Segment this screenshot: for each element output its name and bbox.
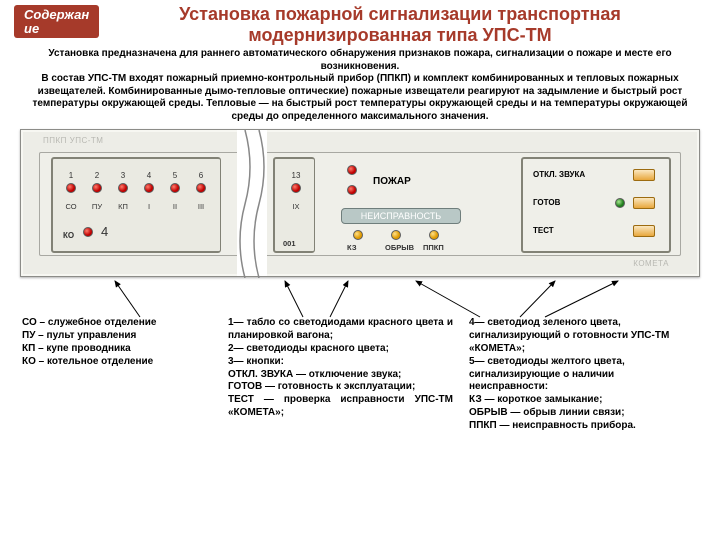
ready-led — [615, 198, 625, 208]
slot-2: 13 IX 001 — [273, 157, 315, 253]
zone-led-II: 5II — [165, 165, 185, 214]
zone-led-III: 6III — [191, 165, 211, 214]
btn-label-2: ТЕСТ — [533, 226, 554, 235]
button-готов[interactable] — [633, 197, 655, 209]
fire-label: ПОЖАР — [373, 176, 411, 187]
zone-led-КП: 3КП — [113, 165, 133, 214]
button-тест[interactable] — [633, 225, 655, 237]
legend-row: ПУ – пульт управления — [22, 330, 212, 343]
legend-col-3: 4— светодиод зеленого цвета, сигнализиру… — [469, 317, 694, 432]
fault-label-ОБРЫВ: ОБРЫВ — [385, 243, 414, 252]
device-panel: ППКП УПС-ТМ 1СО 2ПУ 3КП 4I 5II 6III КО 4 13 I… — [20, 129, 700, 277]
zone-led-I: 4I — [139, 165, 159, 214]
btn-label-1: ГОТОВ — [533, 198, 560, 207]
contents-tab[interactable]: Содержан ие — [14, 5, 99, 38]
zone-led-СО: 1СО — [61, 165, 81, 214]
ko-label: КО — [63, 231, 74, 240]
led-13 — [291, 183, 301, 193]
legend-col-1: СО – служебное отделениеПУ – пульт управ… — [22, 317, 212, 432]
legend-columns: СО – служебное отделениеПУ – пульт управ… — [22, 317, 698, 432]
led-ko — [83, 227, 93, 237]
legend-row: КП – купе проводника — [22, 343, 212, 356]
fault-box: НЕИСПРАВНОСТЬ — [341, 208, 461, 224]
fault-label-КЗ: КЗ — [347, 243, 357, 252]
page-title: Установка пожарной сигнализации транспор… — [110, 4, 690, 45]
slot1-big-num: 4 — [101, 224, 108, 239]
button-block: ОТКЛ. ЗВУКА ГОТОВ ТЕСТ — [521, 157, 671, 253]
button-откл-звука[interactable] — [633, 169, 655, 181]
btn-label-0: ОТКЛ. ЗВУКА — [533, 170, 585, 179]
fault-label-ППКП: ППКП — [423, 243, 444, 252]
slot-1: 1СО 2ПУ 3КП 4I 5II 6III КО 4 — [51, 157, 221, 253]
legend-col-2: 1— табло со светодиодами красного цвета … — [228, 317, 453, 432]
zone-led-ПУ: 2ПУ — [87, 165, 107, 214]
serial: 001 — [283, 239, 296, 248]
brand: КОМЕТА — [633, 259, 669, 268]
slot2-cap: IX — [292, 202, 299, 211]
plate-label: ППКП УПС-ТМ — [43, 136, 103, 145]
callouts — [0, 277, 720, 317]
slot2-num: 13 — [292, 171, 301, 180]
page-break — [237, 130, 267, 276]
legend-row: КО – котельное отделение — [22, 356, 212, 369]
description: Установка предназначена для раннего авто… — [32, 48, 688, 123]
